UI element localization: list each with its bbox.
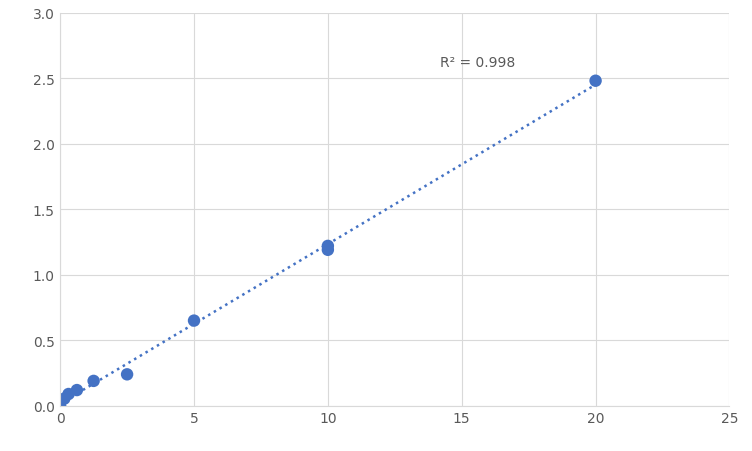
Point	[71, 387, 83, 394]
Point	[62, 391, 74, 398]
Point	[59, 395, 71, 402]
Point	[322, 247, 334, 254]
Point	[121, 371, 133, 378]
Point	[54, 402, 66, 410]
Point	[87, 377, 99, 385]
Point	[188, 318, 200, 325]
Text: R² = 0.998: R² = 0.998	[441, 56, 516, 70]
Point	[322, 243, 334, 250]
Point	[590, 78, 602, 85]
